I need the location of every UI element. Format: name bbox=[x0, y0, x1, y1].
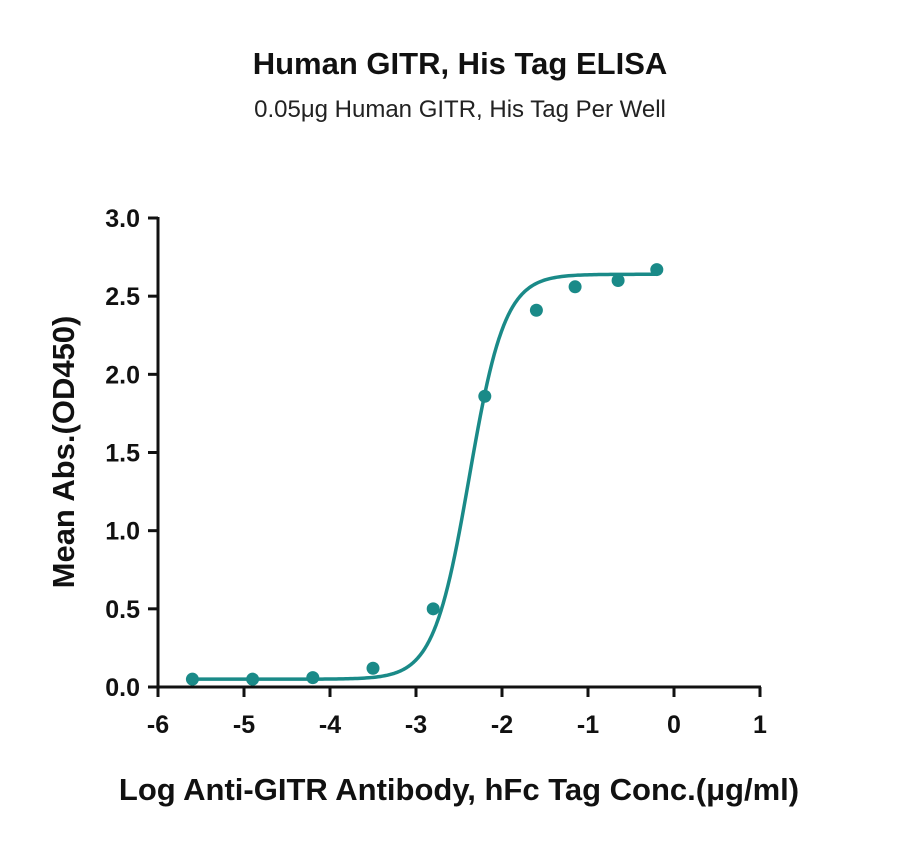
data-point bbox=[185, 672, 199, 686]
y-tick-label: 0.5 bbox=[105, 596, 140, 624]
y-tick-label: 1.0 bbox=[105, 518, 140, 546]
data-point bbox=[529, 303, 543, 317]
x-tick-label: -6 bbox=[147, 711, 169, 739]
x-axis-ticks: -6 -5 -4 -3 -2 -1 0 1 bbox=[147, 687, 767, 739]
data-point bbox=[306, 671, 320, 685]
y-tick-label: 0.0 bbox=[105, 674, 140, 702]
data-point bbox=[478, 389, 492, 403]
y-tick-label: 2.0 bbox=[105, 361, 140, 389]
data-point bbox=[426, 602, 440, 616]
data-point bbox=[246, 672, 260, 686]
x-tick-label: -2 bbox=[491, 711, 513, 739]
data-point bbox=[611, 274, 625, 288]
x-tick-label: -1 bbox=[577, 711, 599, 739]
data-point bbox=[366, 661, 380, 675]
y-axis-label: Mean Abs.(OD450) bbox=[46, 316, 81, 589]
chart-title: Human GITR, His Tag ELISA bbox=[253, 46, 668, 81]
y-tick-label: 1.5 bbox=[105, 440, 140, 468]
y-tick-label: 2.5 bbox=[105, 283, 140, 311]
y-tick-label: 3.0 bbox=[105, 205, 140, 233]
x-axis-label: Log Anti-GITR Antibody, hFc Tag Conc.(μg… bbox=[119, 772, 799, 807]
data-point bbox=[650, 263, 664, 277]
chart-subtitle: 0.05μg Human GITR, His Tag Per Well bbox=[254, 96, 666, 123]
fit-curve bbox=[190, 272, 659, 681]
y-axis-ticks: 0.0 0.5 1.0 1.5 2.0 2.5 3.0 bbox=[105, 205, 158, 702]
series-layer bbox=[185, 263, 664, 686]
x-tick-label: 1 bbox=[753, 711, 767, 739]
axes bbox=[156, 217, 761, 689]
x-tick-label: 0 bbox=[667, 711, 681, 739]
data-point bbox=[568, 280, 582, 294]
x-tick-label: -4 bbox=[319, 711, 341, 739]
x-tick-label: -5 bbox=[233, 711, 255, 739]
x-tick-label: -3 bbox=[405, 711, 427, 739]
